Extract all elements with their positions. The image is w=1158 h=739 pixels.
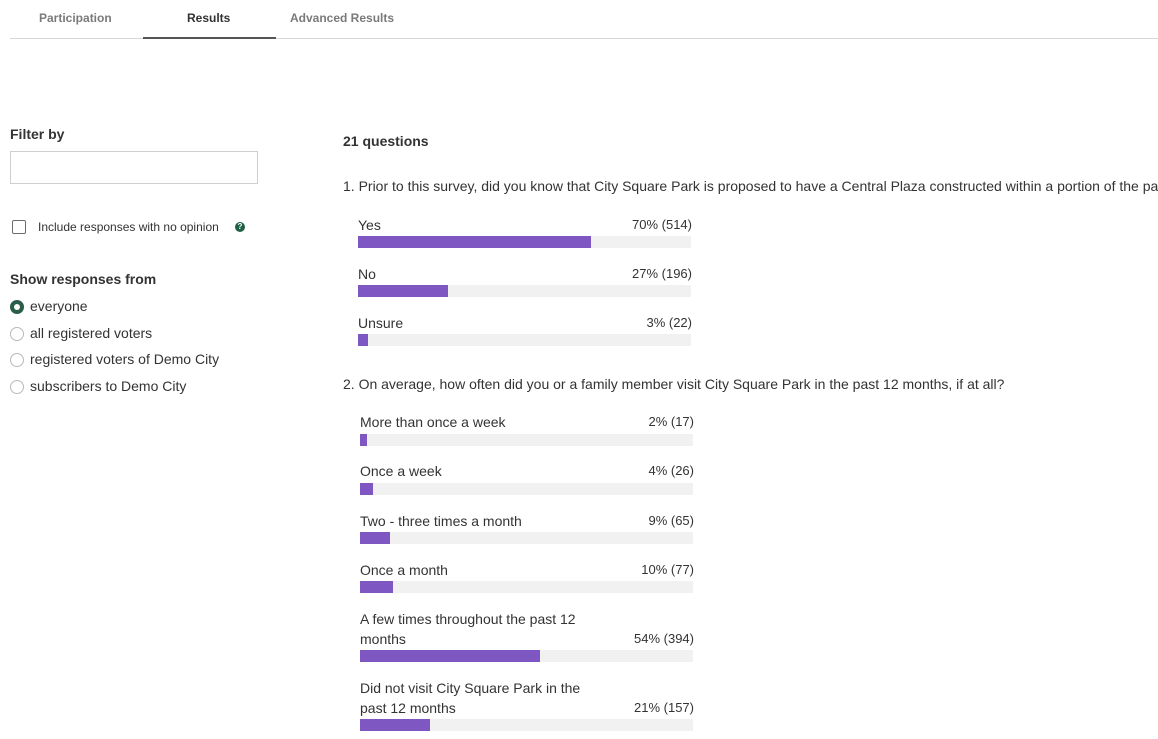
tab-results[interactable]: Results [187,11,231,25]
include-no-opinion-option[interactable]: Include responses with no opinion ? [10,219,270,237]
selected-radio-button[interactable] [10,300,24,314]
response-bar [360,650,693,662]
answer-label: A few times throughout the past 12 month… [360,611,576,647]
answer-label: Two - three times a month [360,513,522,529]
question-title: 2. On average, how often did you or a fa… [343,376,1005,392]
response-fill [360,434,367,446]
response-fill [358,236,592,248]
response-bar [360,483,693,495]
question-title: 1. Prior to this survey, did you know th… [343,178,1158,194]
response-fill [360,532,390,544]
answer-percent-count: 70% (514) [632,217,692,232]
response-bar [360,434,693,446]
answer-percent-count: 54% (394) [634,631,694,646]
response-fill [358,334,368,346]
option-registered-voters-demo-city[interactable]: registered voters of Demo City [10,351,270,378]
response-bar [360,581,693,593]
answer-label: Once a month [360,562,448,578]
option-all-registered-voters[interactable]: all registered voters [10,325,270,352]
answer-label: More than once a week [360,414,506,430]
response-fill [358,285,448,297]
radio-button[interactable] [10,380,24,395]
results-tabs: Participation Results Advanced Results [10,0,1158,39]
answer-percent-count: 9% (65) [648,513,694,528]
response-bar [358,236,691,248]
response-bar [360,719,693,731]
radio-button[interactable] [10,326,24,341]
filter-title: Filter by [10,126,65,142]
show-responses-title: Show responses from [10,271,157,287]
radio-button[interactable] [10,353,24,368]
option-label: registered voters of Demo City [30,351,220,368]
include-no-opinion-label: Include responses with no opinion [38,220,219,234]
tab-advanced-results[interactable]: Advanced Results [290,11,395,25]
answer-label: Yes [358,217,381,233]
response-source-options: everyone all registered voters registere… [10,298,270,405]
option-label: all registered voters [30,324,153,341]
answer-percent-count: 4% (26) [648,463,694,478]
option-everyone[interactable]: everyone [10,298,270,325]
option-label: subscribers to Demo City [30,378,187,395]
question-count: 21 questions [343,133,429,149]
response-bar [358,334,691,346]
answer-label: Once a week [360,463,442,479]
answer-percent-count: 3% (22) [646,315,692,330]
response-fill [360,719,430,731]
filter-sidebar: Filter by Include responses with no opin… [10,126,270,395]
answer-percent-count: 27% (196) [632,266,692,281]
include-no-opinion-checkbox[interactable] [12,220,26,234]
option-label: everyone [30,298,88,314]
answer-percent-count: 10% (77) [641,562,694,577]
help-circle-icon[interactable]: ? [235,222,245,232]
response-fill [360,650,540,662]
answer-percent-count: 21% (157) [634,700,694,715]
answer-label: Unsure [358,315,404,331]
response-bar [358,285,691,297]
option-subscribers-demo-city[interactable]: subscribers to Demo City [10,378,270,405]
answer-label: Did not visit City Square Park in the pa… [360,680,581,716]
answer-percent-count: 2% (17) [648,414,694,429]
response-fill [360,483,374,495]
active-tab-indicator [143,37,276,39]
tab-participation[interactable]: Participation [39,11,112,25]
response-fill [360,581,394,593]
filter-input[interactable] [10,151,258,184]
answer-label: No [358,266,376,282]
response-bar [360,532,693,544]
